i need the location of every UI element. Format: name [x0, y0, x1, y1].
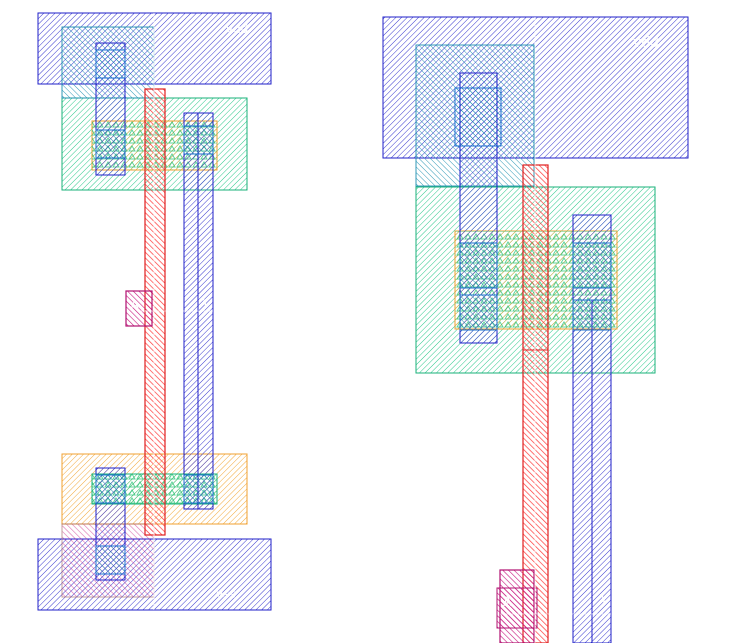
- right-output-contact-2: [572, 299, 612, 331]
- left-output-label: Y: [201, 296, 209, 309]
- right-vdd-contact-1: [454, 87, 502, 147]
- left-output-contact-top: [183, 125, 214, 155]
- left-vss-label: vss: [216, 587, 236, 601]
- left-vdd-contact-1: [95, 49, 126, 79]
- right-vdd-label: vdd: [633, 35, 659, 51]
- left-input-pin: [125, 290, 153, 327]
- right-output-contact-1: [572, 242, 612, 289]
- left-vss-contact-1: [95, 474, 126, 504]
- right-vdd-contact-3: [459, 294, 498, 331]
- right-input-label: A: [503, 595, 512, 610]
- left-vdd-contact-2: [95, 129, 126, 159]
- left-output-contact-bottom: [183, 474, 214, 504]
- left-vss-contact-2: [95, 545, 126, 575]
- right-cell: vdd A Y: [382, 16, 689, 643]
- left-input-label: A: [131, 298, 139, 311]
- right-vdd-contact-2: [459, 242, 498, 289]
- left-vdd-label: vdd: [226, 22, 248, 36]
- left-cell: vdd vss A Y: [37, 12, 272, 611]
- right-output-label: Y: [599, 593, 608, 608]
